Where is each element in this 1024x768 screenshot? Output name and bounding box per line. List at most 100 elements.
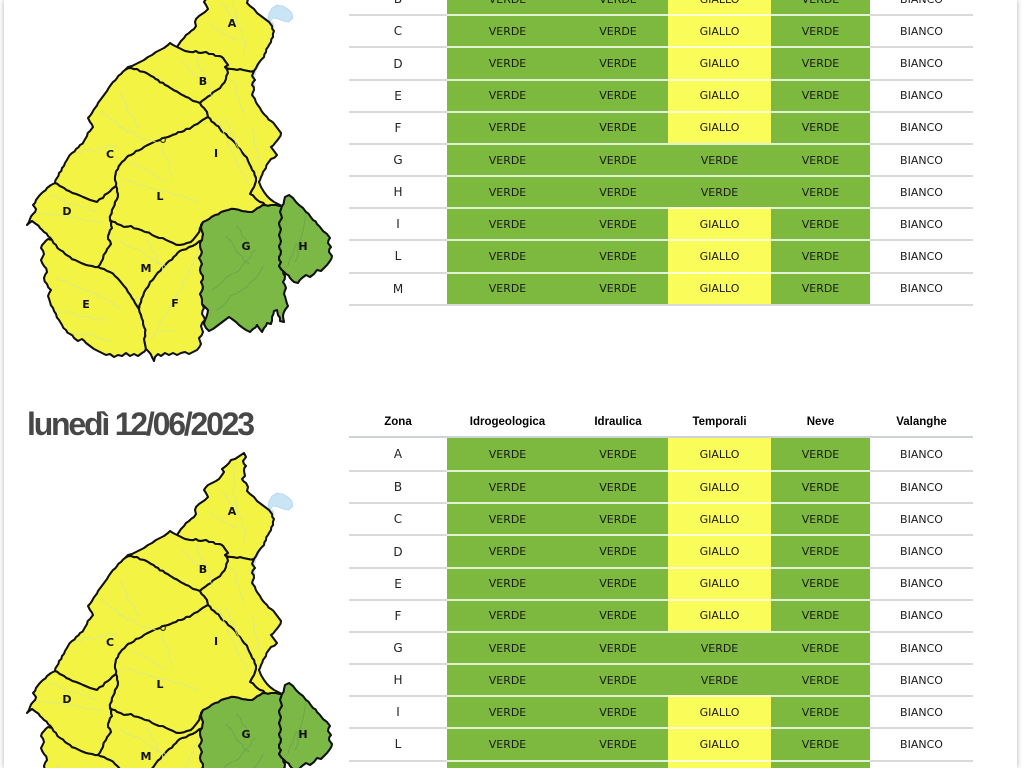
- alert-cell-bianco: BIANCO: [870, 598, 973, 631]
- table-row-C: C VERDE VERDE GIALLO VERDE BIANCO: [349, 502, 973, 535]
- alert-cell-verde: VERDE: [771, 271, 870, 304]
- alert-cell-bianco: BIANCO: [870, 566, 973, 599]
- alert-cell-giallo: GIALLO: [668, 566, 771, 599]
- map-zone-label-B: B: [199, 75, 207, 88]
- alert-cell-verde: VERDE: [568, 663, 668, 696]
- alert-cell-verde: VERDE: [568, 502, 668, 535]
- map-zone-H[interactable]: [277, 193, 334, 285]
- alert-cell-verde: VERDE: [447, 0, 568, 15]
- alert-cell-giallo: GIALLO: [668, 78, 771, 111]
- river-line: [215, 265, 264, 311]
- river-line: [195, 543, 213, 590]
- alert-cell-verde: VERDE: [447, 630, 568, 664]
- river-line: [287, 242, 298, 267]
- zone-cell: H: [349, 175, 447, 207]
- alert-cell-giallo: GIALLO: [668, 110, 771, 143]
- map-zone-label-H: H: [298, 240, 307, 253]
- alert-cell-verde: VERDE: [568, 239, 668, 272]
- map-zone-E[interactable]: [39, 237, 148, 359]
- river-line: [294, 702, 307, 751]
- alert-cell-verde: VERDE: [568, 207, 668, 240]
- alert-cell-verde: VERDE: [568, 566, 668, 599]
- river-line: [225, 605, 249, 657]
- map-zone-label-I: I: [214, 635, 218, 648]
- zone-cell: H: [349, 663, 447, 695]
- river-line: [220, 489, 236, 511]
- alert-cell-verde: VERDE: [568, 110, 668, 143]
- alert-cell-verde: VERDE: [568, 759, 668, 768]
- table-row-H: H VERDE VERDE VERDE VERDE BIANCO: [349, 175, 973, 208]
- alert-cell-verde: VERDE: [568, 14, 668, 47]
- alert-cell-verde: VERDE: [447, 695, 568, 728]
- table-row-F: F VERDE VERDE GIALLO VERDE BIANCO: [349, 110, 973, 143]
- alert-cell-giallo: GIALLO: [668, 438, 771, 471]
- zone-cell: F: [349, 110, 447, 143]
- alert-cell-verde: VERDE: [771, 46, 870, 79]
- table-row-L: L VERDE VERDE GIALLO VERDE BIANCO: [349, 239, 973, 272]
- alert-cell-verde: VERDE: [568, 598, 668, 631]
- table-row-C: C VERDE VERDE GIALLO VERDE BIANCO: [349, 14, 973, 47]
- col-header-neve: Neve: [806, 415, 835, 428]
- alert-cell-verde: VERDE: [568, 175, 668, 208]
- city-marker: [160, 625, 166, 631]
- river-line: [195, 55, 213, 102]
- river-line: [119, 579, 141, 617]
- zone-cell: D: [349, 534, 447, 566]
- zone-cell: A: [393, 447, 403, 462]
- river-line: [162, 145, 173, 183]
- alert-cell-verde: VERDE: [568, 727, 668, 760]
- alert-cell-verde: VERDE: [771, 0, 870, 15]
- table-row-L: L VERDE VERDE GIALLO VERDE BIANCO: [349, 727, 973, 760]
- river-line: [235, 225, 249, 247]
- alert-cell-verde: VERDE: [668, 142, 771, 176]
- river-line: [231, 567, 245, 605]
- alert-cell-verde: VERDE: [771, 663, 870, 696]
- alert-cell-bianco: BIANCO: [870, 207, 973, 239]
- map-zone-E[interactable]: [39, 725, 146, 768]
- river-line: [184, 735, 200, 768]
- alert-cell-verde: VERDE: [668, 630, 771, 664]
- alert-cell-verde: VERDE: [447, 470, 568, 503]
- alert-cell-giallo: GIALLO: [668, 695, 771, 728]
- map-zone-label-D: D: [62, 205, 71, 218]
- alert-cell-verde: VERDE: [668, 175, 771, 208]
- zone-cell: M: [349, 759, 447, 768]
- river-line: [59, 311, 107, 322]
- zone-cell: M: [349, 271, 447, 304]
- alert-cell-verde: VERDE: [771, 175, 870, 208]
- map-zone-H[interactable]: [277, 681, 334, 768]
- river-line: [211, 249, 257, 291]
- river-line: [55, 277, 123, 309]
- alert-cell-verde: VERDE: [568, 78, 668, 111]
- river-line: [294, 214, 307, 263]
- table-row-F: F VERDE VERDE GIALLO VERDE BIANCO: [349, 598, 973, 631]
- river-line: [208, 21, 239, 41]
- alert-cell-bianco: BIANCO: [870, 534, 973, 566]
- zone-cell: G: [349, 630, 447, 663]
- lake-shape: [267, 4, 294, 23]
- river-line: [37, 212, 105, 223]
- alert-cell-verde: VERDE: [447, 207, 568, 240]
- river-line: [119, 91, 141, 129]
- alert-cell-verde: VERDE: [568, 695, 668, 728]
- day-title-day-2: lunedì 12/06/2023: [27, 405, 255, 442]
- river-line: [71, 331, 113, 343]
- alert-cell-verde: VERDE: [568, 0, 668, 15]
- alert-cell-verde: VERDE: [771, 502, 870, 535]
- alert-cell-verde: VERDE: [771, 598, 870, 631]
- alert-cell-bianco: BIANCO: [870, 663, 973, 695]
- river-line: [235, 713, 249, 735]
- map-zone-label-L: L: [156, 678, 163, 691]
- map-zone-label-C: C: [106, 636, 114, 649]
- map-zone-label-G: G: [241, 240, 250, 253]
- zone-cell: G: [349, 142, 447, 175]
- table-row-E: E VERDE VERDE GIALLO VERDE BIANCO: [349, 566, 973, 599]
- alert-cell-verde: VERDE: [447, 438, 568, 471]
- alert-cell-bianco: BIANCO: [870, 759, 973, 768]
- map-zone-G[interactable]: [197, 203, 290, 334]
- alert-cell-bianco: BIANCO: [870, 110, 973, 143]
- zone-cell: F: [349, 598, 447, 631]
